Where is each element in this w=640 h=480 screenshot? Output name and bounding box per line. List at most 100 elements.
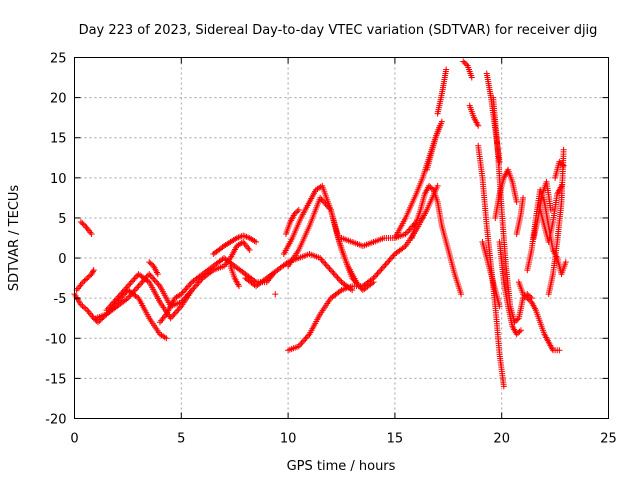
data-point <box>81 277 88 284</box>
data-point <box>522 293 529 300</box>
data-points <box>71 58 569 390</box>
y-tick-label: -20 <box>45 413 66 428</box>
data-point <box>521 292 528 299</box>
y-tick-label: -10 <box>45 332 66 347</box>
data-point <box>405 227 412 234</box>
series-track-11 <box>242 251 356 294</box>
data-point <box>150 275 157 282</box>
data-point <box>235 283 242 290</box>
data-point <box>387 255 394 262</box>
data-point <box>298 340 305 347</box>
data-point <box>154 271 161 278</box>
data-point <box>383 260 390 267</box>
data-point <box>438 118 445 125</box>
data-point <box>326 265 333 272</box>
data-point <box>496 158 503 165</box>
data-point <box>295 206 302 213</box>
data-point <box>88 271 95 278</box>
data-point <box>524 295 531 302</box>
data-point <box>294 208 301 215</box>
data-point <box>436 122 443 129</box>
series-track-21 <box>434 66 450 117</box>
data-point <box>134 284 141 291</box>
data-point <box>89 269 96 276</box>
data-point <box>331 271 338 278</box>
data-point <box>188 287 195 294</box>
series-track-34 <box>537 182 565 246</box>
data-point <box>147 260 154 267</box>
series-track-22 <box>460 58 475 81</box>
x-tick-label: 25 <box>600 432 617 447</box>
y-tick-label: -5 <box>54 292 67 307</box>
series-track-35 <box>545 146 567 298</box>
y-tick-label: 10 <box>50 172 67 187</box>
data-point <box>146 271 153 278</box>
data-point <box>322 261 329 268</box>
x-tick-label: 15 <box>387 432 404 447</box>
data-point <box>88 230 95 237</box>
x-tick-label: 10 <box>280 432 297 447</box>
data-point <box>335 276 342 283</box>
plot-frame <box>74 57 609 419</box>
data-point <box>379 264 386 271</box>
data-point <box>426 182 433 189</box>
data-point <box>514 316 521 323</box>
data-point <box>171 310 178 317</box>
data-point <box>520 291 527 298</box>
data-point <box>475 122 482 129</box>
data-point <box>124 283 131 290</box>
series-track-19 <box>408 182 465 298</box>
axis-ticks: 0 5 10 15 20 25 25 20 15 10 5 0 -5 -10 -15 -20 <box>45 52 617 447</box>
data-point <box>458 291 465 298</box>
data-point <box>175 306 182 313</box>
data-point <box>556 158 563 165</box>
data-point <box>520 194 527 201</box>
x-tick-label: 5 <box>177 432 185 447</box>
series-track-7 <box>156 255 277 326</box>
x-axis-title: GPS time / hours <box>287 459 396 474</box>
data-point <box>253 239 260 246</box>
data-point <box>184 283 191 290</box>
data-point <box>377 267 384 274</box>
series-track-10 <box>227 263 242 290</box>
series-track-23 <box>466 102 482 129</box>
data-point <box>151 277 158 284</box>
series-track-20 <box>423 122 443 173</box>
data-point <box>128 278 135 285</box>
data-point <box>373 272 380 279</box>
data-point <box>562 259 569 266</box>
data-point <box>517 327 524 334</box>
data-point <box>389 254 396 261</box>
series-track-36 <box>552 158 567 181</box>
series-track-25 <box>479 239 503 310</box>
data-point <box>147 272 154 279</box>
data-point <box>559 161 566 168</box>
data-point <box>246 247 253 254</box>
data-point <box>148 274 155 281</box>
data-point <box>374 270 381 277</box>
series-track-29 <box>496 239 524 338</box>
data-point <box>468 74 475 81</box>
x-tick-label: 0 <box>70 432 78 447</box>
data-point <box>182 286 189 293</box>
data-point <box>513 198 520 205</box>
y-tick-label: 5 <box>58 212 66 227</box>
data-point <box>547 206 554 213</box>
data-point <box>131 275 138 282</box>
data-point <box>371 273 378 280</box>
data-point <box>557 160 564 167</box>
data-point <box>443 66 450 73</box>
data-point <box>191 284 198 291</box>
data-point <box>427 184 434 191</box>
data-point <box>512 317 519 324</box>
data-point <box>172 309 179 316</box>
data-point <box>385 258 392 265</box>
data-point <box>186 282 193 289</box>
data-point <box>337 277 344 284</box>
data-point <box>84 275 91 282</box>
data-point <box>138 280 145 287</box>
data-point <box>330 270 337 277</box>
data-point <box>154 280 161 287</box>
data-point <box>272 291 279 298</box>
